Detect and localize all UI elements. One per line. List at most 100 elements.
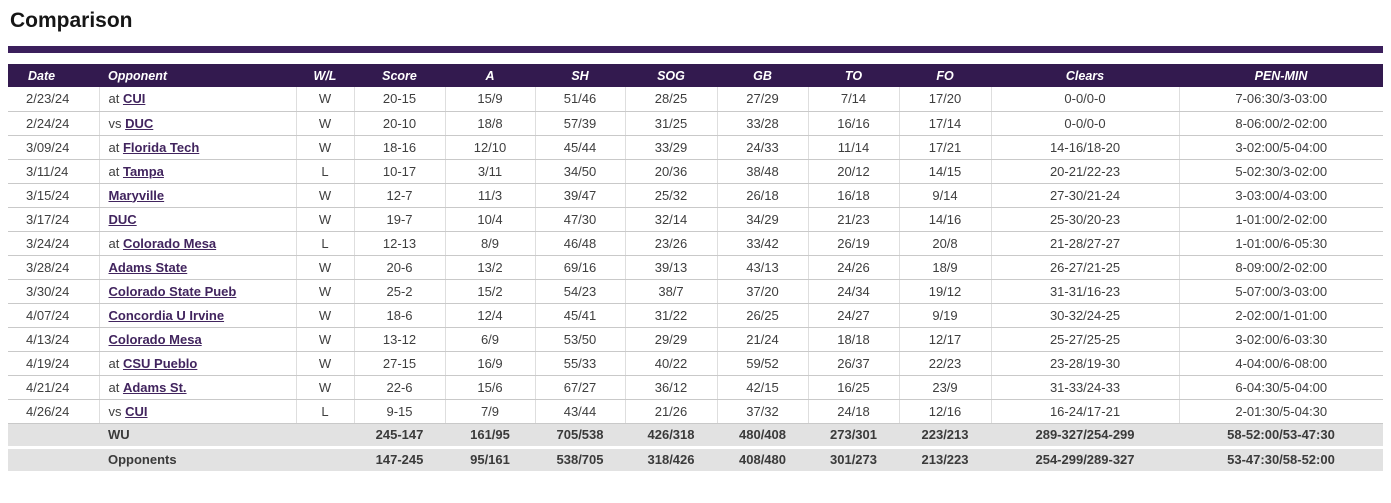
cell-pen-min: 5-02:30/3-02:00 [1179,159,1383,184]
table-row: 4/07/24 Concordia U Irvine W 18-6 12/4 4… [8,303,1383,328]
opponent-link[interactable]: CUI [125,403,148,419]
cell-total-sh: 538/705 [535,445,625,471]
opponent-link[interactable]: Colorado Mesa [122,235,217,251]
cell-total-a: 95/161 [445,445,535,471]
cell-pen-min: 8-06:00/2-02:00 [1179,111,1383,136]
cell-clears: 21-28/27-27 [991,231,1180,256]
opponent-link[interactable]: Maryville [108,187,165,203]
cell-fo: 18/9 [899,255,992,280]
cell-pen-min: 1-01:00/2-02:00 [1179,207,1383,232]
cell-opponent: at CUI [99,87,297,112]
opponent-link[interactable]: CUI [122,91,146,107]
cell-total-gb: 480/408 [717,422,808,447]
cell-clears: 14-16/18-20 [991,135,1180,160]
cell-opponent: at Tampa [99,159,297,184]
cell-sog: 29/29 [625,327,718,352]
cell-score: 12-7 [354,183,446,208]
opponent-link[interactable]: Colorado State Pueb [108,283,237,299]
opponent-location-prefix: vs [108,115,126,131]
cell-pen-min: 8-09:00/2-02:00 [1179,255,1383,280]
cell-fo: 14/16 [899,207,992,232]
cell-a: 10/4 [445,207,536,232]
cell-a: 18/8 [445,111,536,136]
table-row: 3/24/24 at Colorado Mesa L 12-13 8/9 46/… [8,231,1383,256]
cell-total-sog: 426/318 [625,422,717,447]
cell-wl: W [296,207,355,232]
cell-gb: 37/32 [717,399,809,424]
cell-clears: 20-21/22-23 [991,159,1180,184]
cell-total-fo: 213/223 [899,445,991,471]
cell-score: 18-16 [354,135,446,160]
cell-sog: 36/12 [625,375,718,400]
cell-empty-date [8,445,99,471]
cell-fo: 12/16 [899,399,992,424]
cell-to: 24/18 [808,399,900,424]
cell-sh: 55/33 [535,351,626,376]
cell-fo: 22/23 [899,351,992,376]
cell-empty-wl [296,445,354,471]
cell-fo: 17/14 [899,111,992,136]
cell-total-sh: 705/538 [535,422,625,447]
cell-opponent: vs CUI [99,399,297,424]
opponent-link[interactable]: DUC [125,115,154,131]
cell-clears: 27-30/21-24 [991,183,1180,208]
opponent-link[interactable]: DUC [108,211,137,227]
cell-opponent: at CSU Pueblo [99,351,297,376]
cell-score: 20-6 [354,255,446,280]
table-row: 3/15/24 Maryville W 12-7 11/3 39/47 25/3… [8,183,1383,208]
opponent-location-prefix: at [108,163,123,179]
opponent-link[interactable]: Adams St. [122,379,187,395]
opponent-link[interactable]: Florida Tech [122,139,200,155]
cell-total-clears: 289-327/254-299 [991,422,1179,447]
cell-gb: 33/28 [717,111,809,136]
table-row: 4/26/24 vs CUI L 9-15 7/9 43/44 21/26 37… [8,399,1383,424]
col-header-clears: Clears [991,64,1179,87]
cell-fo: 17/21 [899,135,992,160]
cell-opponent: at Adams St. [99,375,297,400]
cell-gb: 59/52 [717,351,809,376]
col-header-score: Score [354,64,445,87]
table-row: 2/23/24 at CUI W 20-15 15/9 51/46 28/25 … [8,87,1383,112]
cell-date: 3/28/24 [8,255,100,280]
cell-total-sog: 318/426 [625,445,717,471]
cell-totals-label: WU [99,422,296,447]
cell-pen-min: 3-02:00/5-04:00 [1179,135,1383,160]
cell-total-fo: 223/213 [899,422,991,447]
cell-date: 3/24/24 [8,231,100,256]
cell-empty-wl [296,422,354,447]
cell-a: 15/9 [445,87,536,112]
opponent-link[interactable]: CSU Pueblo [122,355,198,371]
cell-fo: 14/15 [899,159,992,184]
cell-to: 18/18 [808,327,900,352]
cell-sh: 39/47 [535,183,626,208]
cell-sog: 23/26 [625,231,718,256]
cell-a: 11/3 [445,183,536,208]
cell-clears: 0-0/0-0 [991,87,1180,112]
cell-score: 19-7 [354,207,446,232]
cell-wl: W [296,111,355,136]
col-header-opponent: Opponent [99,64,296,87]
cell-to: 24/34 [808,279,900,304]
cell-to: 20/12 [808,159,900,184]
cell-sh: 57/39 [535,111,626,136]
cell-fo: 19/12 [899,279,992,304]
table-row: 3/11/24 at Tampa L 10-17 3/11 34/50 20/3… [8,159,1383,184]
opponent-link[interactable]: Colorado Mesa [108,331,202,347]
cell-gb: 24/33 [717,135,809,160]
opponent-link[interactable]: Adams State [108,259,188,275]
cell-totals-label: Opponents [99,445,296,471]
cell-total-score: 245-147 [354,422,445,447]
opponent-link[interactable]: Concordia U Irvine [108,307,225,323]
table-totals: WU 245-147 161/95 705/538 426/318 480/40… [8,422,1383,471]
cell-wl: W [296,351,355,376]
table-body: 2/23/24 at CUI W 20-15 15/9 51/46 28/25 … [8,87,1383,424]
cell-score: 22-6 [354,375,446,400]
totals-row: Opponents 147-245 95/161 538/705 318/426… [8,445,1383,471]
cell-to: 21/23 [808,207,900,232]
accent-divider [8,46,1383,53]
opponent-link[interactable]: Tampa [122,163,164,179]
cell-sog: 28/25 [625,87,718,112]
cell-a: 6/9 [445,327,536,352]
cell-sog: 31/25 [625,111,718,136]
cell-a: 12/10 [445,135,536,160]
